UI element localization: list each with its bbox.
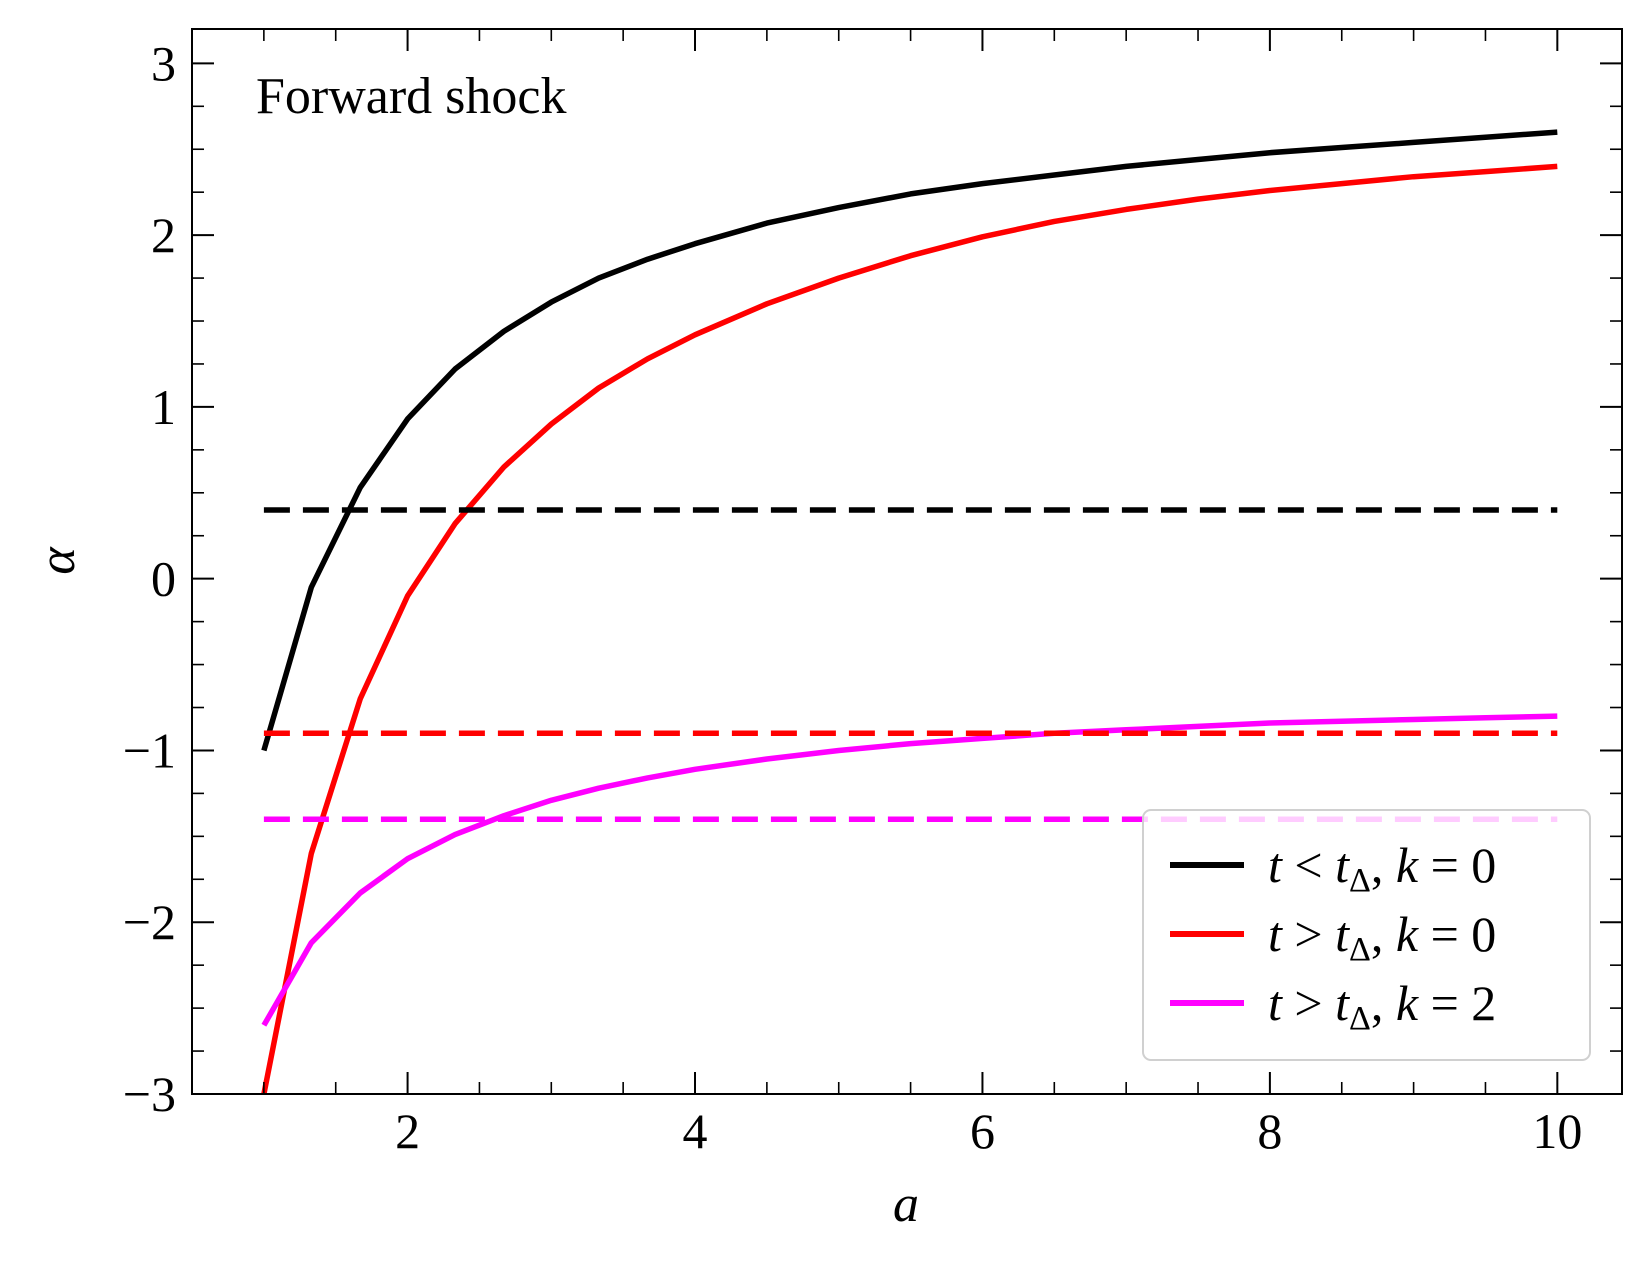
series-line-black — [261, 129, 1558, 752]
annotation-text: Forward shock — [256, 68, 567, 125]
y-tick-label: 0 — [151, 551, 176, 607]
legend-label-black: t < tΔ, k = 0 — [1268, 837, 1496, 899]
x-tick-label: 4 — [683, 1103, 708, 1159]
y-tick-label: 3 — [151, 35, 176, 91]
y-tick-label: 1 — [151, 379, 176, 435]
ticks-layer — [192, 29, 1622, 1095]
y-axis-label: α — [29, 546, 86, 575]
legend-label-magenta: t > tΔ, k = 2 — [1268, 975, 1496, 1037]
y-tick-label: −3 — [123, 1066, 176, 1122]
y-tick-label: −2 — [123, 894, 176, 950]
legend-label-red: t > tΔ, k = 0 — [1268, 906, 1496, 968]
plot-frame — [191, 28, 1623, 1095]
labels-layer: 2 4 6 8 10 −3 −2 −1 0 1 2 3 — [123, 35, 1583, 1159]
x-axis-label: a — [893, 1176, 919, 1233]
series-layer — [261, 129, 1558, 1095]
x-tick-label: 10 — [1532, 1103, 1582, 1159]
series-line-red — [261, 163, 1558, 1095]
x-tick-label: 6 — [970, 1103, 995, 1159]
legend: t < tΔ, k = 0 t > tΔ, k = 0 t > tΔ, k = 2 — [1142, 809, 1591, 1061]
y-tick-label: 2 — [151, 207, 176, 263]
series-line-magenta — [261, 713, 1558, 1027]
x-tick-label: 8 — [1257, 1103, 1282, 1159]
legend-box — [1142, 809, 1591, 1061]
x-tick-label: 2 — [395, 1103, 420, 1159]
y-tick-label: −1 — [123, 722, 176, 778]
